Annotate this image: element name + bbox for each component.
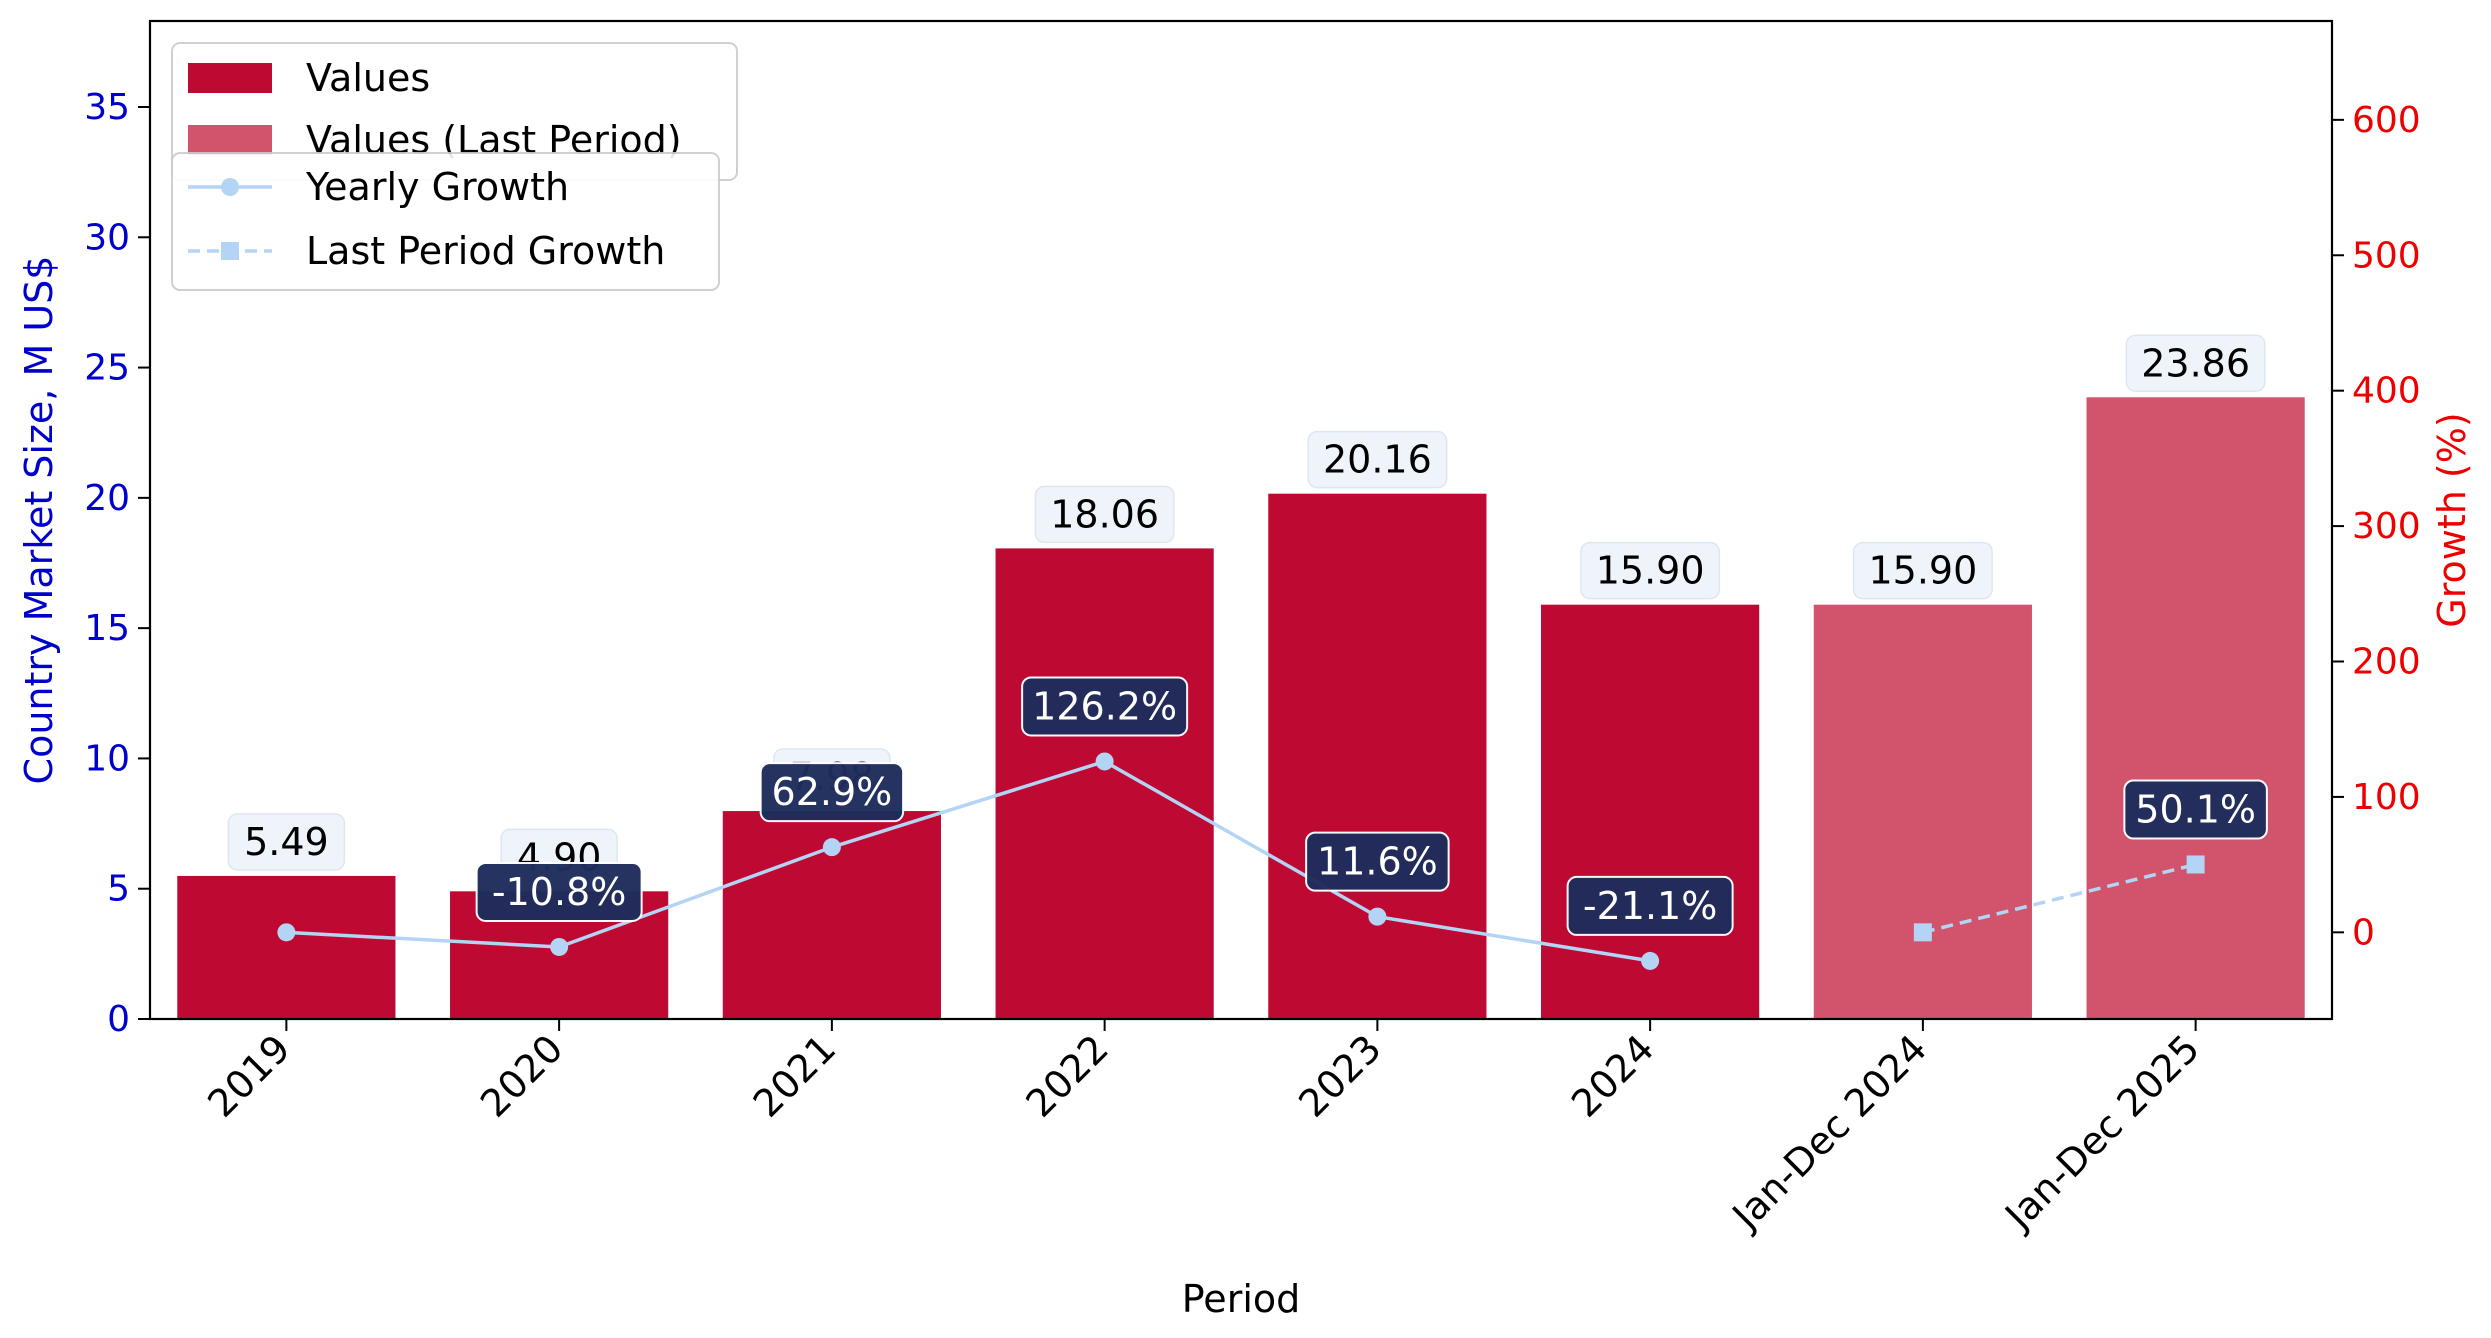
legend-swatch-values bbox=[188, 63, 272, 93]
right-axis-tick-label: 0 bbox=[2352, 912, 2375, 953]
bar-value-label: 5.49 bbox=[244, 820, 329, 864]
bar-value-label-box bbox=[1307, 430, 1448, 489]
bar-2019 bbox=[177, 875, 396, 1019]
left-axis-tick-label: 5 bbox=[107, 869, 130, 910]
right-axis-tick-label: 400 bbox=[2352, 371, 2421, 412]
legend-swatch-values-last bbox=[188, 125, 272, 155]
right-axis-title: Growth (%) bbox=[2430, 412, 2474, 627]
growth-label: -21.1% bbox=[1583, 884, 1717, 928]
bar-jan-dec-2025 bbox=[2086, 397, 2305, 1020]
yearly-growth-point-2020 bbox=[550, 937, 569, 956]
x-axis-tick-label: 2024 bbox=[1563, 1026, 1663, 1126]
left-axis-tick-label: 25 bbox=[84, 348, 130, 389]
growth-label-box bbox=[2123, 779, 2268, 840]
x-axis-tick-label: 2019 bbox=[199, 1026, 299, 1126]
growth-label-box bbox=[1021, 676, 1189, 737]
legend-label-last-period: Last Period Growth bbox=[306, 229, 665, 273]
growth-label: 126.2% bbox=[1032, 684, 1177, 728]
bar-value-label: 23.86 bbox=[2141, 341, 2250, 385]
bars-layer bbox=[177, 397, 2305, 1020]
x-axis-tick-label: Jan-Dec 2024 bbox=[1723, 1026, 1936, 1239]
last-period-growth-line bbox=[1922, 862, 2197, 935]
plot-frame bbox=[148, 19, 2334, 1021]
x-axis-tick-label: 2023 bbox=[1290, 1026, 1390, 1126]
bar-value-label: 20.16 bbox=[1323, 438, 1432, 482]
left-axis-tick-label: 0 bbox=[107, 999, 130, 1040]
left-axis-tick-label: 35 bbox=[84, 87, 130, 128]
growth-label-box bbox=[1305, 831, 1450, 892]
x-axis-title: Period bbox=[1182, 1277, 1301, 1321]
growth-lines-layer bbox=[277, 752, 2205, 970]
yearly-growth-point-2022 bbox=[1095, 752, 1114, 771]
growth-label-box bbox=[759, 762, 905, 823]
legend-label-yearly: Yearly Growth bbox=[305, 165, 569, 209]
bar-value-label: 18.06 bbox=[1050, 492, 1159, 536]
bar-value-label-box bbox=[227, 813, 346, 871]
x-axis-tick-label: 2022 bbox=[1017, 1026, 1117, 1126]
growth-label: -10.8% bbox=[492, 870, 626, 914]
left-axis-tick-label: 15 bbox=[84, 608, 130, 649]
bar-value-label: 15.90 bbox=[1868, 549, 1977, 593]
bar-value-label-box bbox=[1580, 541, 1721, 600]
right-axis-tick-label: 200 bbox=[2352, 642, 2421, 683]
x-axis-tick-label: 2020 bbox=[472, 1026, 572, 1126]
last-period-growth-point-jan-dec-2024 bbox=[1913, 923, 1932, 942]
bar-2023 bbox=[1268, 493, 1487, 1019]
right-axis-tick-label: 100 bbox=[2352, 777, 2421, 818]
right-axis-tick-label: 500 bbox=[2352, 235, 2421, 276]
growth-label: 50.1% bbox=[2135, 787, 2256, 831]
growth-value-labels: -10.8% 62.9% 126.2% 11.6% -21.1% 50.1% bbox=[475, 676, 2268, 936]
yearly-growth-point-2024 bbox=[1641, 951, 1660, 970]
bar-jan-dec-2024 bbox=[1813, 604, 2032, 1019]
left-axis-tick-label: 20 bbox=[84, 478, 130, 519]
legend-marker-last-period bbox=[221, 242, 239, 260]
yearly-growth-point-2019 bbox=[277, 923, 296, 942]
growth-label: 11.6% bbox=[1317, 840, 1438, 884]
growth-label: 62.9% bbox=[772, 770, 893, 814]
left-axis-tick-label: 30 bbox=[84, 217, 130, 258]
left-axis-tick-label: 10 bbox=[84, 738, 130, 779]
right-axis-tick-label: 300 bbox=[2352, 506, 2421, 547]
growth-label-box bbox=[1566, 875, 1734, 936]
bar-value-label: 15.90 bbox=[1596, 549, 1705, 593]
growth-label-box bbox=[475, 861, 643, 922]
right-axis-tick-label: 600 bbox=[2352, 100, 2421, 141]
legend-label-values: Values bbox=[306, 56, 430, 100]
legend-lines-box bbox=[171, 152, 720, 291]
last-period-growth-point-jan-dec-2025 bbox=[2186, 855, 2205, 874]
yearly-growth-line bbox=[286, 759, 1651, 963]
x-axis-tick-label: Jan-Dec 2025 bbox=[1995, 1026, 2208, 1239]
bar-value-label-box bbox=[1852, 541, 1993, 600]
yearly-growth-point-2023 bbox=[1368, 907, 1387, 926]
legend-marker-yearly bbox=[221, 178, 239, 196]
bar-value-label-box bbox=[2125, 334, 2266, 393]
bar-value-label-box bbox=[1034, 485, 1175, 544]
left-axis-title: Country Market Size, M US$ bbox=[17, 256, 61, 785]
yearly-growth-point-2021 bbox=[822, 838, 841, 857]
x-axis-tick-label: 2021 bbox=[745, 1026, 845, 1126]
